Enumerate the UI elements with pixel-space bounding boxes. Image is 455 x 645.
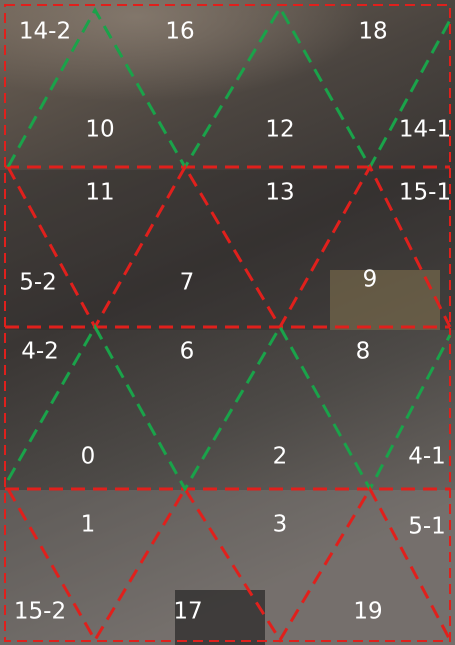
tile-label: 12 — [265, 117, 294, 143]
tile-label: 2 — [273, 444, 288, 470]
tile-label: 14-1 — [399, 117, 451, 143]
triangle-edges — [6, 5, 452, 171]
tile-label: 11 — [85, 180, 114, 206]
tile-label: 0 — [81, 444, 96, 470]
tile-label: 6 — [180, 339, 195, 365]
grid-overlay — [4, 4, 452, 643]
tile-label: 9 — [363, 267, 378, 293]
triangle-edges — [6, 485, 452, 643]
tile-label: 5-2 — [19, 270, 57, 296]
photo-light — [0, 0, 455, 170]
tile-label: 1 — [81, 512, 96, 538]
tile-label: 7 — [180, 270, 195, 296]
tile-label: 4-1 — [408, 444, 446, 470]
tile-label: 17 — [173, 599, 202, 625]
tile-label: 13 — [265, 180, 294, 206]
tile-label: 18 — [358, 19, 387, 45]
tile-label: 19 — [353, 599, 382, 625]
border — [4, 4, 451, 642]
tile-label: 15-2 — [14, 599, 66, 625]
tile-label: 14-2 — [19, 19, 71, 45]
photo-detail — [330, 270, 440, 330]
tile-label: 8 — [356, 339, 371, 365]
tile-label: 16 — [165, 19, 194, 45]
tile-labels: 14-2 16 18 10 12 14-1 11 13 15-1 5-2 7 9… — [14, 19, 451, 625]
tile-label: 4-2 — [21, 339, 59, 365]
photo-detail — [175, 590, 265, 645]
tile-label: 15-1 — [399, 180, 451, 206]
tile-label: 3 — [273, 512, 288, 538]
tile-label: 5-1 — [408, 514, 446, 540]
tile-label: 10 — [85, 117, 114, 143]
